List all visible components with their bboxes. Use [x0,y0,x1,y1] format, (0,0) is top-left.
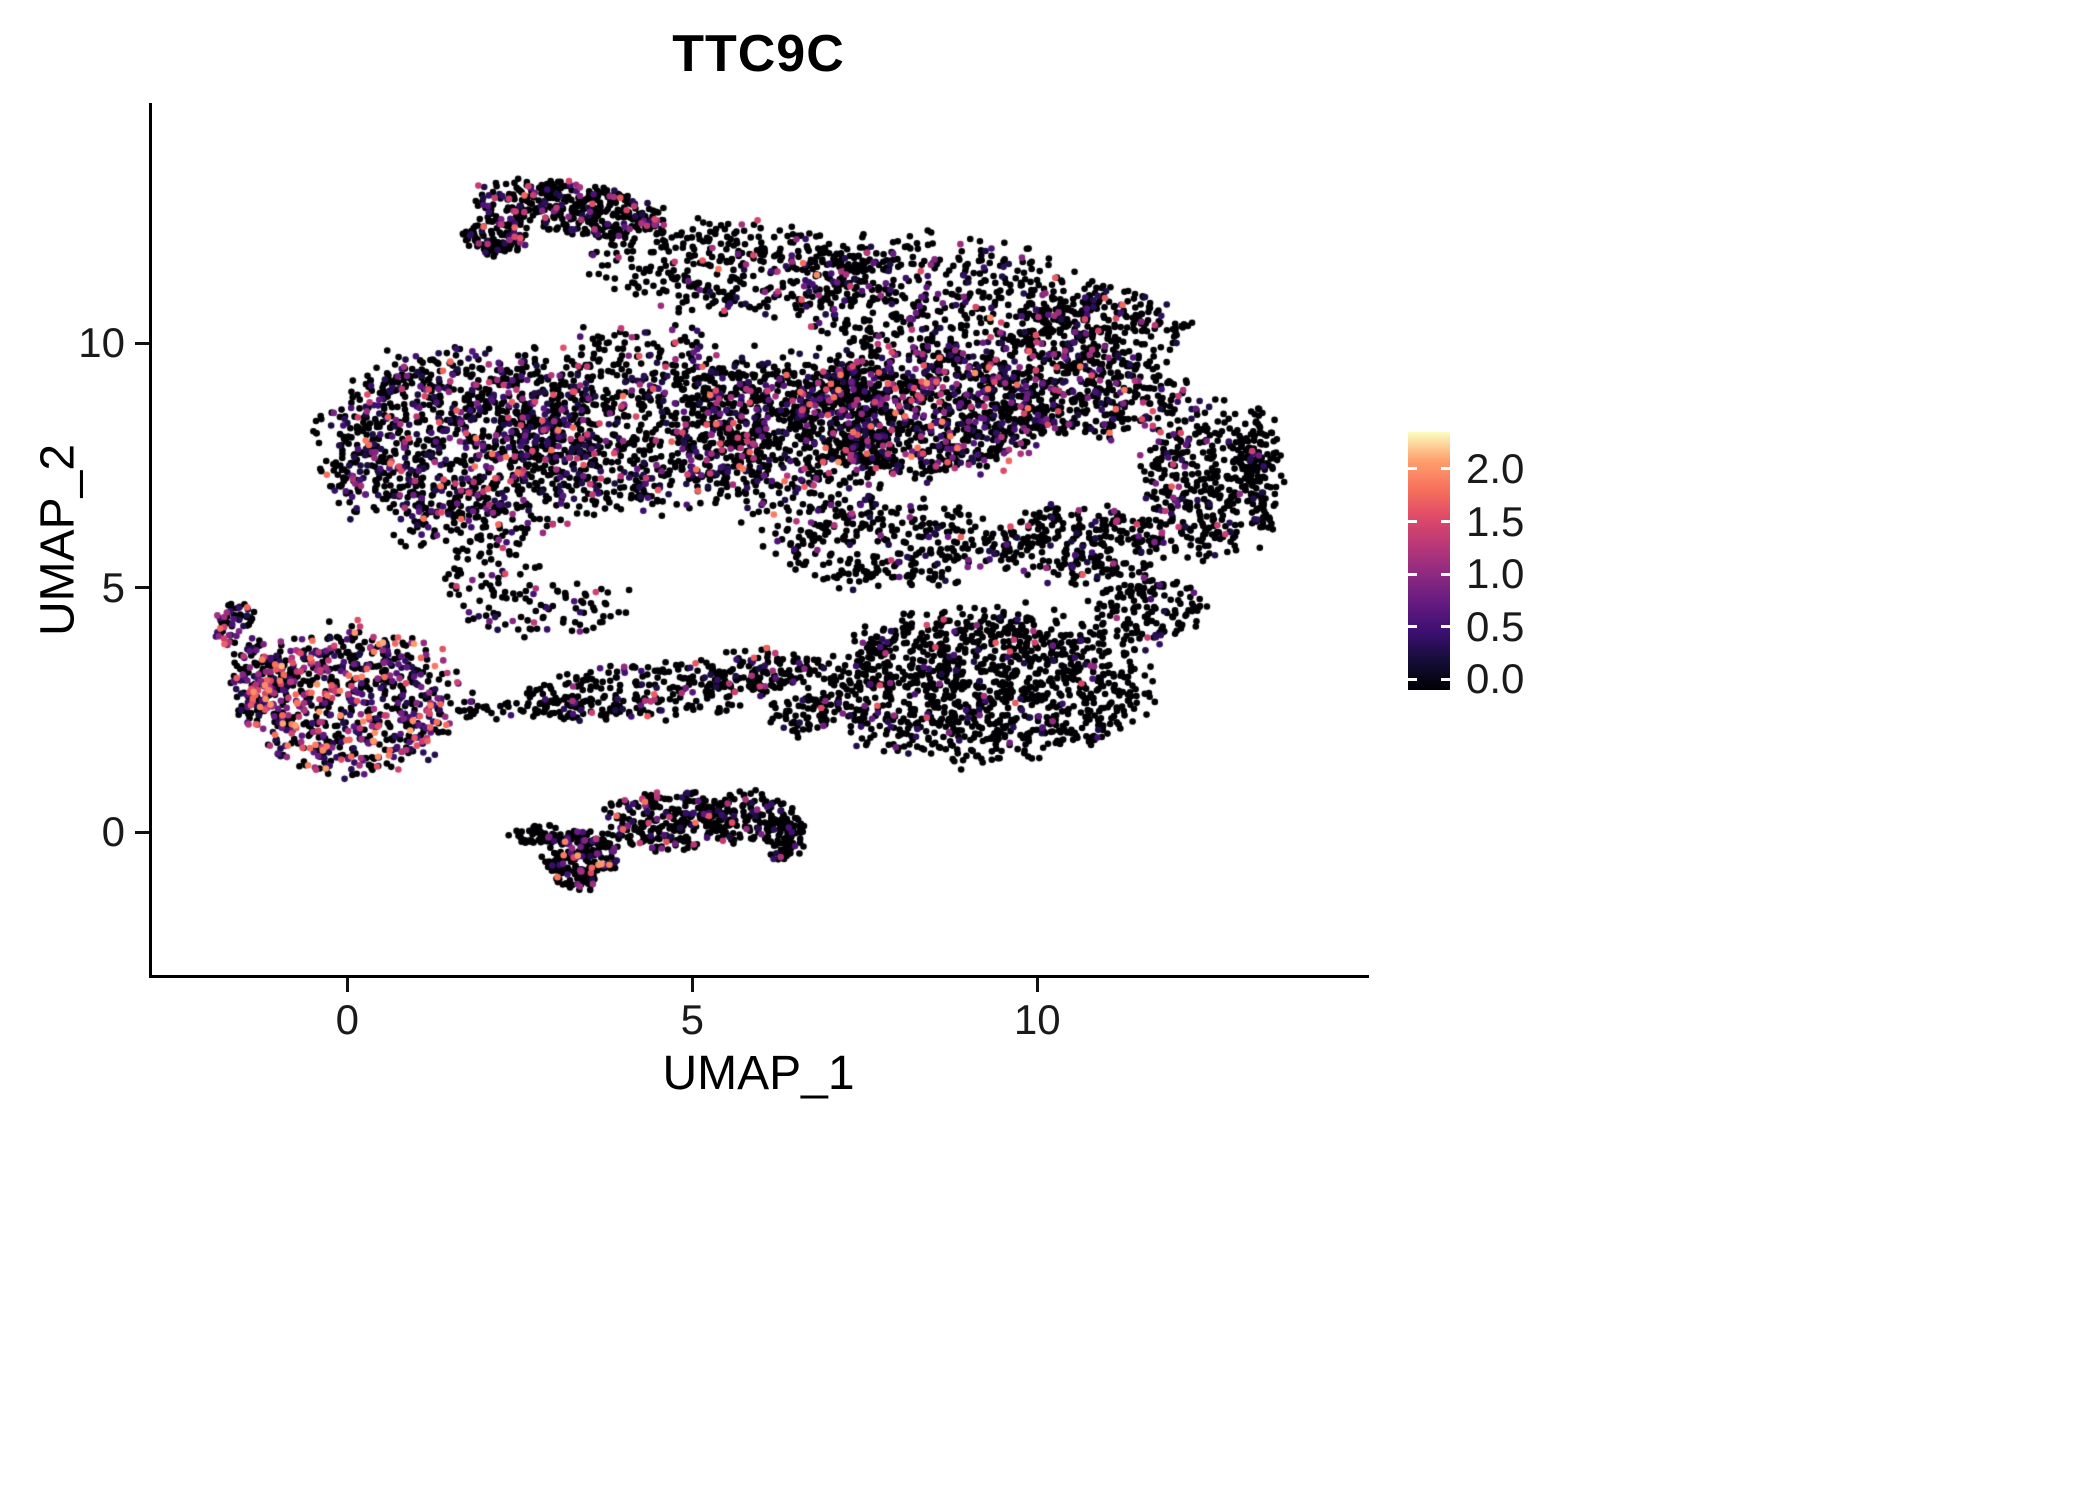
y-tick-label: 5 [101,563,125,611]
colorbar-tick-mark [1408,625,1417,629]
colorbar-tick-mark [1441,467,1450,471]
x-axis-line [149,975,1369,978]
x-tick-label: 10 [1013,996,1061,1043]
colorbar-tick-mark [1408,677,1417,681]
colorbar-tick-label: 2.0 [1466,444,1525,492]
colorbar-tick-label: 1.0 [1466,550,1525,598]
y-tick-mark [135,341,149,345]
colorbar-tick-mark [1408,467,1417,471]
colorbar-tick-mark [1441,677,1450,681]
colorbar-tick-mark [1441,520,1450,523]
y-tick-mark [135,586,149,590]
chart-title: TTC9C [672,25,845,83]
colorbar-tick-mark [1408,572,1417,576]
colorbar-gradient [1408,432,1450,690]
y-tick-mark [135,830,149,834]
x-tick-mark [690,978,694,992]
y-axis-line [149,103,152,978]
colorbar-tick-label: 1.5 [1466,497,1525,545]
colorbar-tick-label: 0.5 [1466,602,1525,650]
scatter-canvas [152,105,1365,975]
colorbar-tick-mark [1408,520,1417,523]
colorbar-tick-label: 0.0 [1466,655,1525,703]
colorbar-tick-mark [1441,572,1450,576]
x-tick-label: 5 [680,996,704,1043]
x-tick-mark [1035,978,1039,992]
plot-area [152,105,1365,975]
x-tick-mark [345,978,349,992]
y-tick-label: 10 [78,319,125,367]
x-axis-title: UMAP_1 [662,1047,855,1100]
x-tick-label: 0 [335,996,359,1043]
y-tick-label: 0 [101,808,125,856]
colorbar-tick-mark [1441,625,1450,629]
